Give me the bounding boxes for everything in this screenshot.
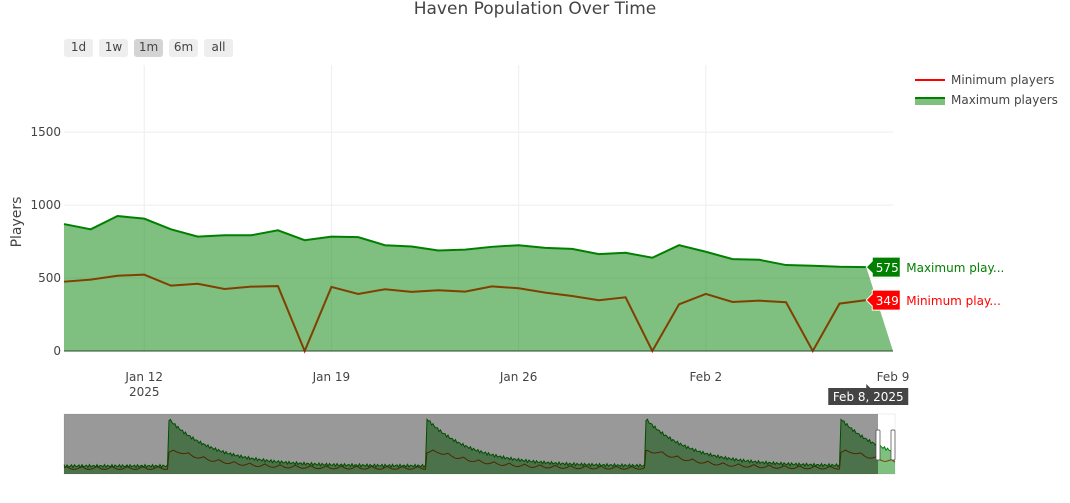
hover-date-box [828,384,909,405]
legend: Minimum players Maximum players [915,70,1058,110]
x-tick-label: Jan 26 [499,370,538,384]
y-tick-label: 0 [53,344,61,358]
legend-label: Maximum players [951,93,1058,107]
x-tick-sublabel: 2025 [129,385,160,399]
legend-item-min[interactable]: Minimum players [915,70,1058,90]
range-button-1w[interactable]: 1w [99,39,128,57]
x-tick-label: Jan 12 [124,370,163,384]
legend-area-icon [915,95,945,105]
x-tick-label: Jan 19 [312,370,351,384]
legend-line-icon [915,75,945,85]
hover-label-box [865,289,901,311]
y-tick-label: 1500 [30,125,61,139]
range-button-1m[interactable]: 1m [134,39,163,57]
legend-label: Minimum players [951,73,1055,87]
range-button-6m[interactable]: 6m [169,39,198,57]
range-button-all[interactable]: all [204,39,233,57]
hover-series-name: Maximum play... [906,261,1004,275]
x-tick-label: Feb 9 [877,370,910,384]
hover-value: 349 [876,294,899,308]
chart-title: Haven Population Over Time [413,0,657,19]
range-slider-mask [64,414,878,474]
range-button-1d[interactable]: 1d [64,39,93,57]
hover-label-box [865,256,901,278]
y-tick-label: 500 [38,271,61,285]
legend-item-max[interactable]: Maximum players [915,90,1058,110]
x-tick-label: Feb 2 [689,370,722,384]
max-players-area [64,216,893,351]
hover-value: 575 [876,261,899,275]
hover-date-label: Feb 8, 2025 [833,390,904,404]
y-tick-label: 1000 [30,198,61,212]
range-slider-max-trace [63,417,896,469]
range-slider-max-area [64,419,895,474]
range-slider-left-handle[interactable] [875,429,881,461]
hover-series-name: Minimum play... [906,294,1001,308]
range-slider-right-handle[interactable] [890,429,896,461]
